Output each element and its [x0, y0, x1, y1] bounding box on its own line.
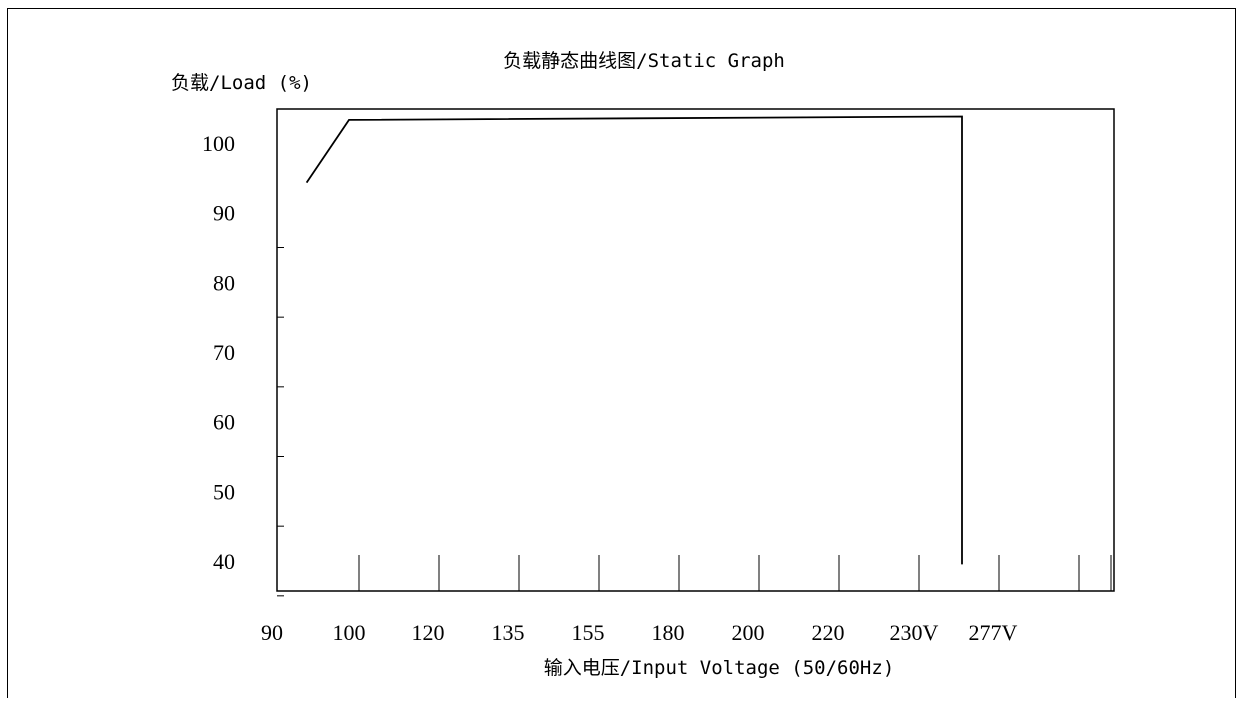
x-axis-label: 输入电压/Input Voltage (50/60Hz): [544, 657, 895, 679]
y-axis-ticks: 100 90 80 70 60 50 40: [202, 131, 284, 597]
x-axis-ticks: 90 100 120 135 155 180 200 220 230V 277V: [261, 555, 1112, 645]
y-tick-label: 50: [213, 479, 235, 504]
static-graph-chart: 负载静态曲线图/Static Graph 负载/Load (%) 输入电压/In…: [171, 50, 1115, 679]
y-axis-label: 负载/Load (%): [171, 72, 312, 94]
x-tick-label: 230V: [890, 620, 939, 645]
x-tick-label: 120: [412, 620, 445, 645]
x-tick-label: 90: [261, 620, 283, 645]
x-tick-label: 135: [492, 620, 525, 645]
x-tick-label: 155: [572, 620, 605, 645]
x-tick-label: 180: [652, 620, 685, 645]
x-tick-label: 100: [333, 620, 366, 645]
x-tick-label: 277V: [969, 620, 1018, 645]
y-tick-label: 70: [213, 340, 235, 365]
chart-frame: 负载静态曲线图/Static Graph 负载/Load (%) 输入电压/In…: [7, 8, 1236, 698]
chart-title: 负载静态曲线图/Static Graph: [503, 50, 785, 72]
y-tick-label: 40: [213, 549, 235, 574]
y-tick-label: 100: [202, 131, 235, 156]
y-tick-label: 80: [213, 270, 235, 295]
x-tick-label: 200: [732, 620, 765, 645]
x-tick-label: 220: [812, 620, 845, 645]
y-tick-label: 60: [213, 410, 235, 435]
load-curve-line: [305, 115, 963, 565]
y-tick-label: 90: [213, 201, 235, 226]
plot-area-border: [276, 108, 1115, 592]
